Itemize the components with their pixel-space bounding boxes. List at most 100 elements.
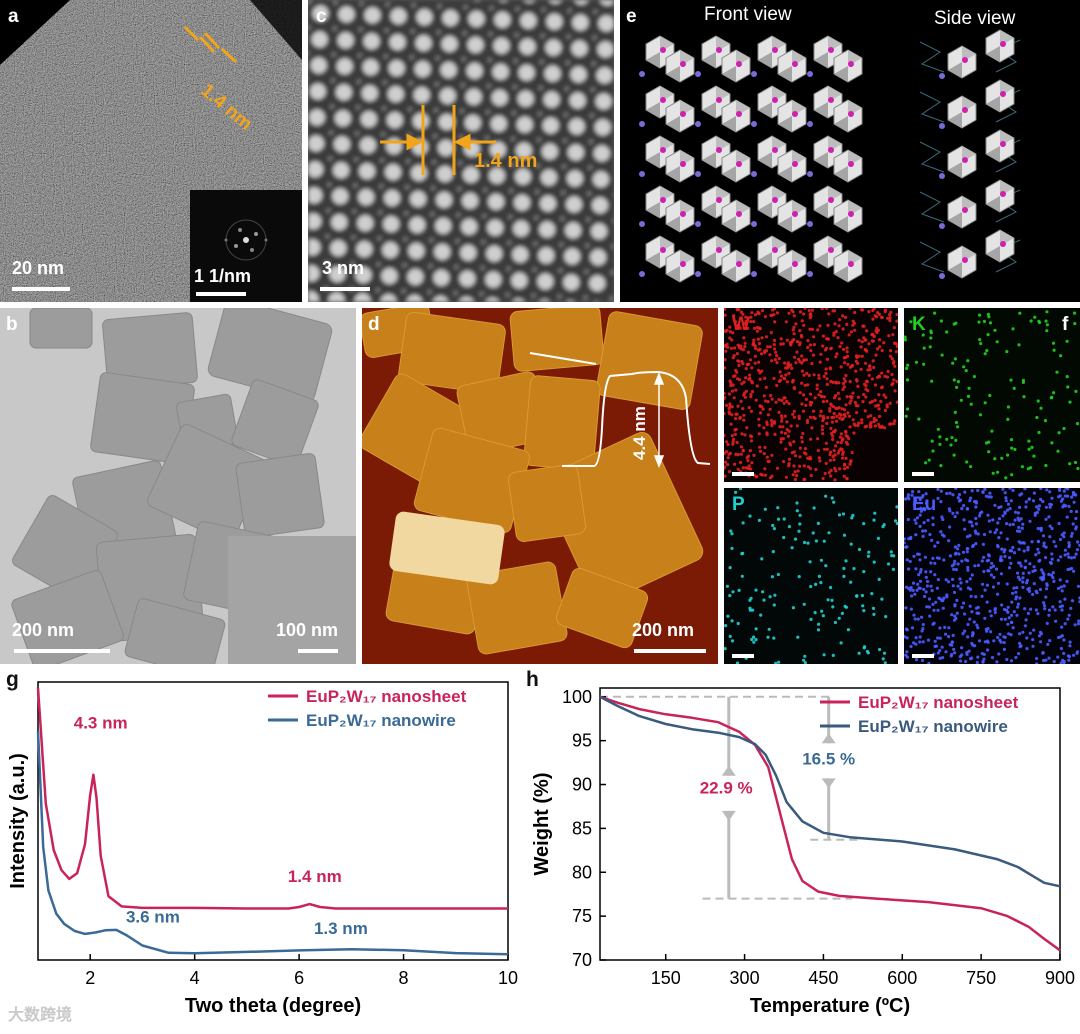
eds-dot [1050, 526, 1054, 531]
eds-dot [734, 452, 738, 456]
x-tick-label: 4 [190, 968, 200, 988]
eds-dot [986, 627, 990, 631]
eds-dot [1003, 510, 1007, 514]
eds-dot [800, 369, 804, 373]
eds-dot [880, 315, 884, 319]
eds-dot [740, 432, 744, 436]
eds-dot [1031, 644, 1035, 648]
eds-dot [1019, 564, 1023, 568]
eds-dot [730, 546, 734, 550]
eds-dot [890, 357, 894, 361]
eds-dot [1074, 552, 1078, 556]
eds-dot [1032, 454, 1036, 458]
eds-dot [802, 477, 806, 482]
eds-dot [725, 342, 729, 346]
eds-dot [887, 562, 891, 566]
eds-dot [953, 559, 957, 563]
eds-dot [917, 573, 921, 577]
eds-dot [973, 529, 977, 533]
tem-image-b [0, 308, 356, 664]
eds-dot [730, 619, 734, 623]
eds-dot [933, 573, 937, 577]
eds-dot [774, 400, 778, 404]
eds-dot [775, 466, 780, 470]
eds-dot [931, 556, 935, 560]
eds-dot [1017, 518, 1021, 522]
eds-dot [1011, 591, 1015, 595]
eds-dot [870, 592, 874, 596]
eds-dot [1027, 497, 1031, 501]
eds-dot [974, 522, 978, 526]
eds-dot [988, 321, 993, 325]
eds-dot [756, 337, 760, 341]
eds-dot [733, 374, 737, 378]
eds-dot [996, 581, 1001, 585]
eds-dot [929, 336, 933, 340]
panel-d: 4.4 nm d 200 nm [362, 308, 718, 664]
eds-dot [829, 346, 833, 350]
eds-dot [933, 311, 937, 315]
eds-dot [920, 629, 924, 633]
eds-dot [774, 350, 778, 354]
eds-dot [741, 466, 745, 470]
eds-dot [870, 377, 874, 381]
eds-dot [950, 613, 954, 617]
eds-dot [909, 607, 913, 611]
panel-h: h 150 300 450 600 750 900 70 75 80 85 90 95 100 Tempe… [520, 668, 1080, 1029]
eds-dot [856, 404, 860, 408]
eds-dot [834, 469, 838, 473]
loss-arrowhead [721, 810, 736, 821]
y-tick-label: 80 [572, 862, 592, 882]
eds-dot [867, 342, 871, 346]
eds-dot [792, 325, 796, 329]
eds-dot [724, 647, 727, 651]
eds-dot [773, 358, 777, 362]
eds-dot [843, 604, 847, 608]
eds-dot [803, 540, 807, 545]
eds-dot [939, 319, 943, 323]
eds-dot [904, 414, 908, 418]
eds-dot [973, 644, 977, 648]
eds-dot [724, 450, 729, 454]
eds-dot [741, 449, 745, 453]
eds-dot [772, 308, 777, 311]
eds-dot [857, 651, 861, 655]
eds-dot [772, 338, 777, 342]
eds-dot [840, 611, 844, 615]
eds-dot [993, 607, 997, 611]
eds-dot [952, 453, 956, 457]
y-axis-label: Weight (%) [531, 773, 553, 876]
eds-dot [1009, 633, 1013, 637]
eds-dot [992, 575, 996, 579]
eds-dot [864, 424, 869, 428]
eds-dot [895, 400, 898, 404]
eds-dot [824, 371, 828, 375]
eds-dot [832, 500, 836, 504]
eds-dot [905, 407, 910, 411]
eds-dot [731, 356, 735, 360]
eds-dot [841, 327, 845, 331]
eds-dot [1059, 585, 1063, 589]
eds-dot [737, 378, 742, 382]
eds-dot [755, 326, 760, 330]
eds-dot [877, 375, 882, 379]
cation-atom [939, 273, 945, 279]
eds-dot [871, 606, 876, 610]
eds-dot [985, 600, 989, 604]
eds-dot [752, 326, 757, 330]
eds-dot [1063, 622, 1067, 626]
eds-dot [1005, 537, 1009, 541]
eds-dot [1039, 488, 1043, 490]
y-tick-label: 95 [572, 731, 592, 751]
eds-dot [1048, 490, 1052, 494]
eds-dot [941, 656, 945, 660]
eds-dot [915, 516, 920, 520]
eds-dot [872, 308, 876, 311]
eds-dot [913, 592, 917, 596]
eds-dot [981, 582, 985, 586]
eds-dot [817, 574, 821, 578]
eds-dot [926, 638, 931, 642]
eds-dot [1064, 488, 1068, 490]
eds-dot [1065, 579, 1069, 583]
eds-dot [993, 531, 997, 535]
